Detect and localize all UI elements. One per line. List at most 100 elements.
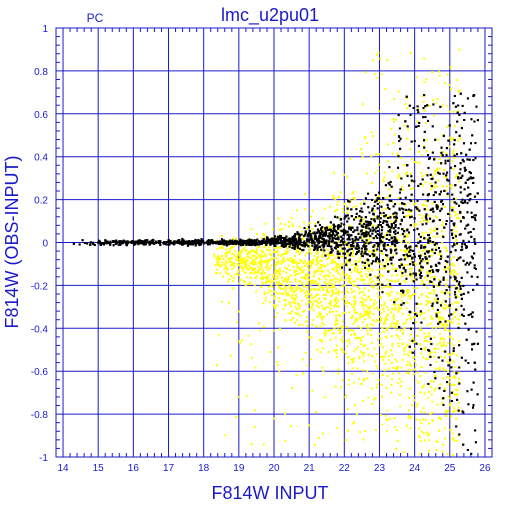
yellow-point (315, 325, 318, 328)
yellow-point (386, 231, 389, 234)
yellow-point (309, 215, 312, 218)
yellow-point (326, 263, 329, 266)
yellow-point (438, 253, 441, 256)
yellow-point (238, 282, 241, 285)
yellow-point (242, 247, 245, 250)
yellow-point (411, 273, 414, 276)
yellow-point (446, 279, 449, 282)
yellow-point (356, 346, 359, 349)
yellow-point (331, 268, 334, 271)
yellow-point (425, 358, 428, 361)
yellow-point (247, 268, 250, 271)
yellow-point (325, 332, 328, 335)
yellow-point (384, 322, 387, 325)
yellow-point (440, 337, 443, 340)
yellow-point (439, 418, 442, 421)
yellow-point (445, 266, 448, 269)
yellow-point (371, 286, 374, 289)
yellow-point (439, 355, 442, 358)
yellow-point (441, 224, 444, 227)
yellow-point (301, 266, 304, 269)
yellow-point (293, 299, 296, 302)
yellow-point (403, 347, 406, 350)
yellow-point (446, 360, 449, 363)
yellow-point (358, 355, 361, 358)
yellow-point (319, 350, 322, 353)
yellow-point (345, 287, 348, 290)
yellow-point (452, 149, 455, 152)
yellow-point (271, 258, 274, 261)
yellow-point (250, 443, 253, 446)
yellow-point (384, 267, 387, 270)
yellow-point (356, 277, 359, 280)
yellow-point (431, 251, 434, 254)
yellow-point (259, 261, 262, 264)
yellow-point (423, 347, 426, 350)
yellow-point (231, 246, 234, 249)
yellow-point (312, 287, 315, 290)
yellow-point (307, 293, 310, 296)
yellow-point (392, 366, 395, 369)
yellow-point (331, 289, 334, 292)
yellow-point (391, 353, 394, 356)
yellow-point (308, 269, 311, 272)
yellow-point (294, 302, 297, 305)
yellow-point (345, 393, 348, 396)
yellow-point (346, 176, 349, 179)
yellow-point (378, 344, 381, 347)
yellow-point (403, 249, 406, 252)
yellow-point (347, 329, 350, 332)
yellow-point (306, 330, 309, 333)
yellow-point (361, 290, 364, 293)
yellow-point (321, 432, 324, 435)
yellow-point (452, 268, 455, 271)
yellow-point (363, 310, 366, 313)
yellow-point (290, 245, 293, 248)
yellow-point (328, 226, 331, 229)
yellow-point (355, 317, 358, 320)
yellow-point (433, 185, 436, 188)
yellow-point (401, 275, 404, 278)
yellow-point (447, 395, 450, 398)
yellow-point (305, 272, 308, 275)
yellow-point (312, 297, 315, 300)
yellow-point (346, 345, 349, 348)
yellow-point (229, 354, 232, 357)
yellow-point (391, 345, 394, 348)
yellow-point (280, 228, 283, 231)
yellow-point (272, 273, 275, 276)
yellow-point (331, 310, 334, 313)
yellow-point (459, 314, 462, 317)
yellow-point (410, 350, 413, 353)
yellow-point (341, 327, 344, 330)
yellow-point (369, 298, 372, 301)
yellow-point (254, 409, 257, 412)
yellow-point (408, 351, 411, 354)
yellow-point (344, 295, 347, 298)
yellow-point (376, 287, 379, 290)
yellow-point (410, 333, 413, 336)
yellow-point (424, 121, 427, 124)
yellow-point (221, 255, 224, 258)
yellow-point (277, 217, 280, 220)
yellow-point (451, 159, 454, 162)
yellow-point (237, 258, 240, 261)
yellow-point (453, 392, 456, 395)
yellow-point (257, 270, 260, 273)
yellow-point (317, 302, 320, 305)
yellow-point (351, 251, 354, 254)
yellow-point (396, 320, 399, 323)
yellow-point (306, 324, 309, 327)
yellow-point (359, 431, 362, 434)
yellow-point (372, 304, 375, 307)
yellow-point (302, 236, 305, 239)
yellow-point (345, 241, 348, 244)
yellow-point (430, 254, 433, 257)
yellow-point (394, 280, 397, 283)
yellow-point (444, 327, 447, 330)
yellow-point (433, 355, 436, 358)
yellow-point (284, 252, 287, 255)
yellow-point (303, 285, 306, 288)
yellow-point (338, 250, 341, 253)
yellow-point (308, 424, 311, 427)
